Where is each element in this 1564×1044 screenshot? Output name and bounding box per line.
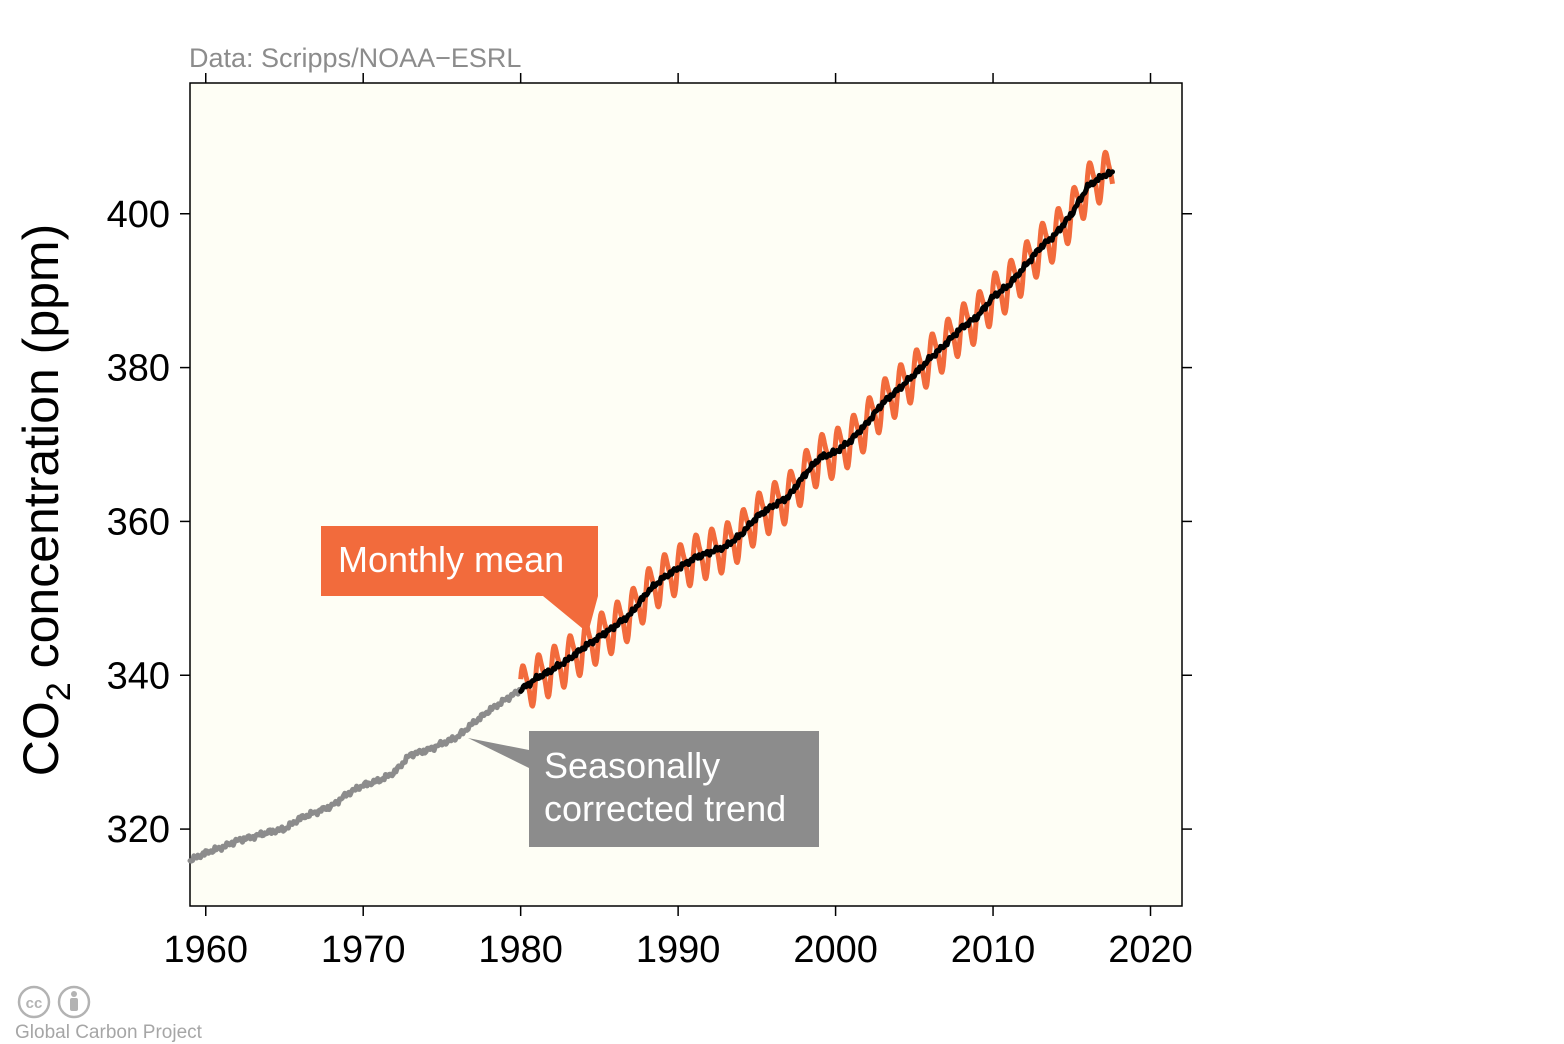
y-tick-label: 360 <box>107 501 170 543</box>
creative-commons-text: cc <box>26 995 43 1012</box>
monthly-mean-callout-box <box>321 526 598 633</box>
x-tick-label: 2000 <box>793 929 878 971</box>
y-tick-label: 340 <box>107 655 170 697</box>
trend-line-early <box>187 687 524 864</box>
y-tick-label: 320 <box>107 809 170 851</box>
monthly-mean-label: Monthly mean <box>338 539 564 580</box>
trend-line <box>518 168 1115 694</box>
y-axis-label-suffix: concentration (ppm) <box>13 224 69 683</box>
y-axis-label: CO2 concentration (ppm) <box>13 224 78 776</box>
y-axis-label-subscript: 2 <box>40 682 78 701</box>
x-tick-label: 1960 <box>163 929 248 971</box>
attribution-icon <box>57 985 91 1019</box>
monthly-mean-callout: Monthly mean <box>321 526 598 633</box>
y-axis: 320 340 360 380 400 <box>107 194 1192 851</box>
source-note: Data: Scripps/NOAA−ESRL <box>189 43 521 73</box>
monthly-mean-line <box>518 149 1115 709</box>
y-tick-label: 380 <box>107 348 170 390</box>
x-tick-label: 1970 <box>321 929 406 971</box>
x-axis: 1960 1970 1980 1990 2000 2010 2020 <box>163 73 1193 971</box>
trend-callout: Seasonally corrected trend <box>468 731 819 847</box>
x-tick-label: 2020 <box>1108 929 1193 971</box>
y-axis-label-prefix: CO <box>13 701 69 776</box>
credit: cc Global Carbon Project <box>15 985 203 1043</box>
x-tick-label: 2010 <box>951 929 1036 971</box>
trend-label-line2: corrected trend <box>544 788 786 829</box>
credit-text: Global Carbon Project <box>15 1022 203 1043</box>
y-tick-label: 400 <box>107 194 170 236</box>
series-layer <box>187 149 1115 864</box>
x-tick-label: 1990 <box>636 929 721 971</box>
trend-callout-box <box>468 731 819 847</box>
trend-label-line1: Seasonally <box>544 745 720 786</box>
x-tick-label: 1980 <box>478 929 563 971</box>
creative-commons-icon: cc <box>17 985 51 1019</box>
